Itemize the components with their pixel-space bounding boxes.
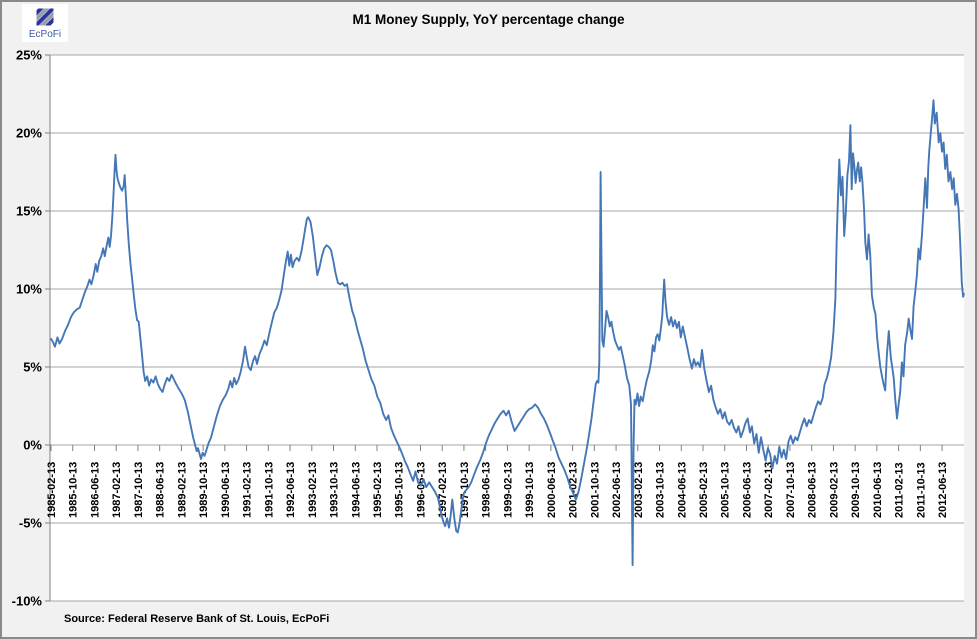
x-tick-label: 1987-10-13 <box>133 462 145 518</box>
x-tick-label: 1994-06-13 <box>350 462 362 518</box>
ecpofi-logo: EcPoFi <box>22 4 68 42</box>
y-tick-label: 25% <box>16 48 42 63</box>
x-tick-label: 2003-02-13 <box>633 462 645 518</box>
x-tick-label: 1990-06-13 <box>220 462 232 518</box>
x-tick-label: 2004-06-13 <box>676 462 688 518</box>
x-tick-label: 2010-06-13 <box>872 462 884 518</box>
x-tick-label: 1999-02-13 <box>502 462 514 518</box>
x-tick-label: 1989-10-13 <box>198 462 210 518</box>
x-tick-label: 2011-02-13 <box>894 462 906 518</box>
x-tick-label: 1996-06-13 <box>415 462 427 518</box>
x-tick-label: 2001-02-13 <box>568 462 580 518</box>
x-tick-label: 2011-10-13 <box>915 462 927 518</box>
x-tick-label: 1987-02-13 <box>111 462 123 518</box>
y-tick-label: -5% <box>19 516 43 531</box>
x-tick-label: 2002-06-13 <box>611 462 623 518</box>
x-tick-label: 1988-06-13 <box>155 462 167 518</box>
chart-title: M1 Money Supply, YoY percentage change <box>352 12 625 27</box>
x-tick-label: 1991-10-13 <box>263 462 275 518</box>
x-tick-label: 2009-10-13 <box>850 462 862 518</box>
x-tick-label: 1995-02-13 <box>372 462 384 518</box>
x-tick-label: 1998-06-13 <box>481 462 493 518</box>
x-tick-label: 1985-02-13 <box>46 462 58 518</box>
y-tick-label: 20% <box>16 126 42 141</box>
x-tick-label: 2006-06-13 <box>741 462 753 518</box>
x-tick-label: 2005-02-13 <box>698 462 710 518</box>
y-tick-label: 5% <box>23 360 42 375</box>
y-tick-label: 0% <box>23 438 42 453</box>
ecpofi-logo-icon <box>31 4 59 30</box>
ecpofi-logo-text: EcPoFi <box>28 29 62 40</box>
x-tick-label: 2007-10-13 <box>785 462 797 518</box>
x-tick-label: 1985-10-13 <box>68 462 80 518</box>
x-tick-label: 2001-10-13 <box>589 462 601 518</box>
x-tick-label: 1995-10-13 <box>394 462 406 518</box>
y-tick-label: 15% <box>16 204 42 219</box>
x-tick-label: 2012-06-13 <box>937 462 949 518</box>
x-tick-label: 2008-06-13 <box>807 462 819 518</box>
plot-area <box>50 55 964 601</box>
x-tick-label: 2009-02-13 <box>828 462 840 518</box>
x-tick-label: 1986-06-13 <box>89 462 101 518</box>
x-tick-label: 1993-10-13 <box>329 462 341 518</box>
m1-yoy-series-line <box>50 99 965 567</box>
x-tick-label: 1997-02-13 <box>437 462 449 518</box>
x-tick-label: 1989-02-13 <box>176 462 188 518</box>
x-tick-label: 1999-10-13 <box>524 462 536 518</box>
x-tick-label: 1991-02-13 <box>242 462 254 518</box>
y-tick-label: 10% <box>16 282 42 297</box>
x-tick-label: 2000-06-13 <box>546 462 558 518</box>
y-tick-label: -10% <box>12 594 43 609</box>
x-tick-label: 2005-10-13 <box>720 462 732 518</box>
x-tick-label: 2007-02-13 <box>763 462 775 518</box>
x-tick-label: 2003-10-13 <box>655 462 667 518</box>
x-tick-label: 1992-06-13 <box>285 462 297 518</box>
source-note: Source: Federal Reserve Bank of St. Loui… <box>64 613 330 625</box>
x-tick-label: 1993-02-13 <box>307 462 319 518</box>
